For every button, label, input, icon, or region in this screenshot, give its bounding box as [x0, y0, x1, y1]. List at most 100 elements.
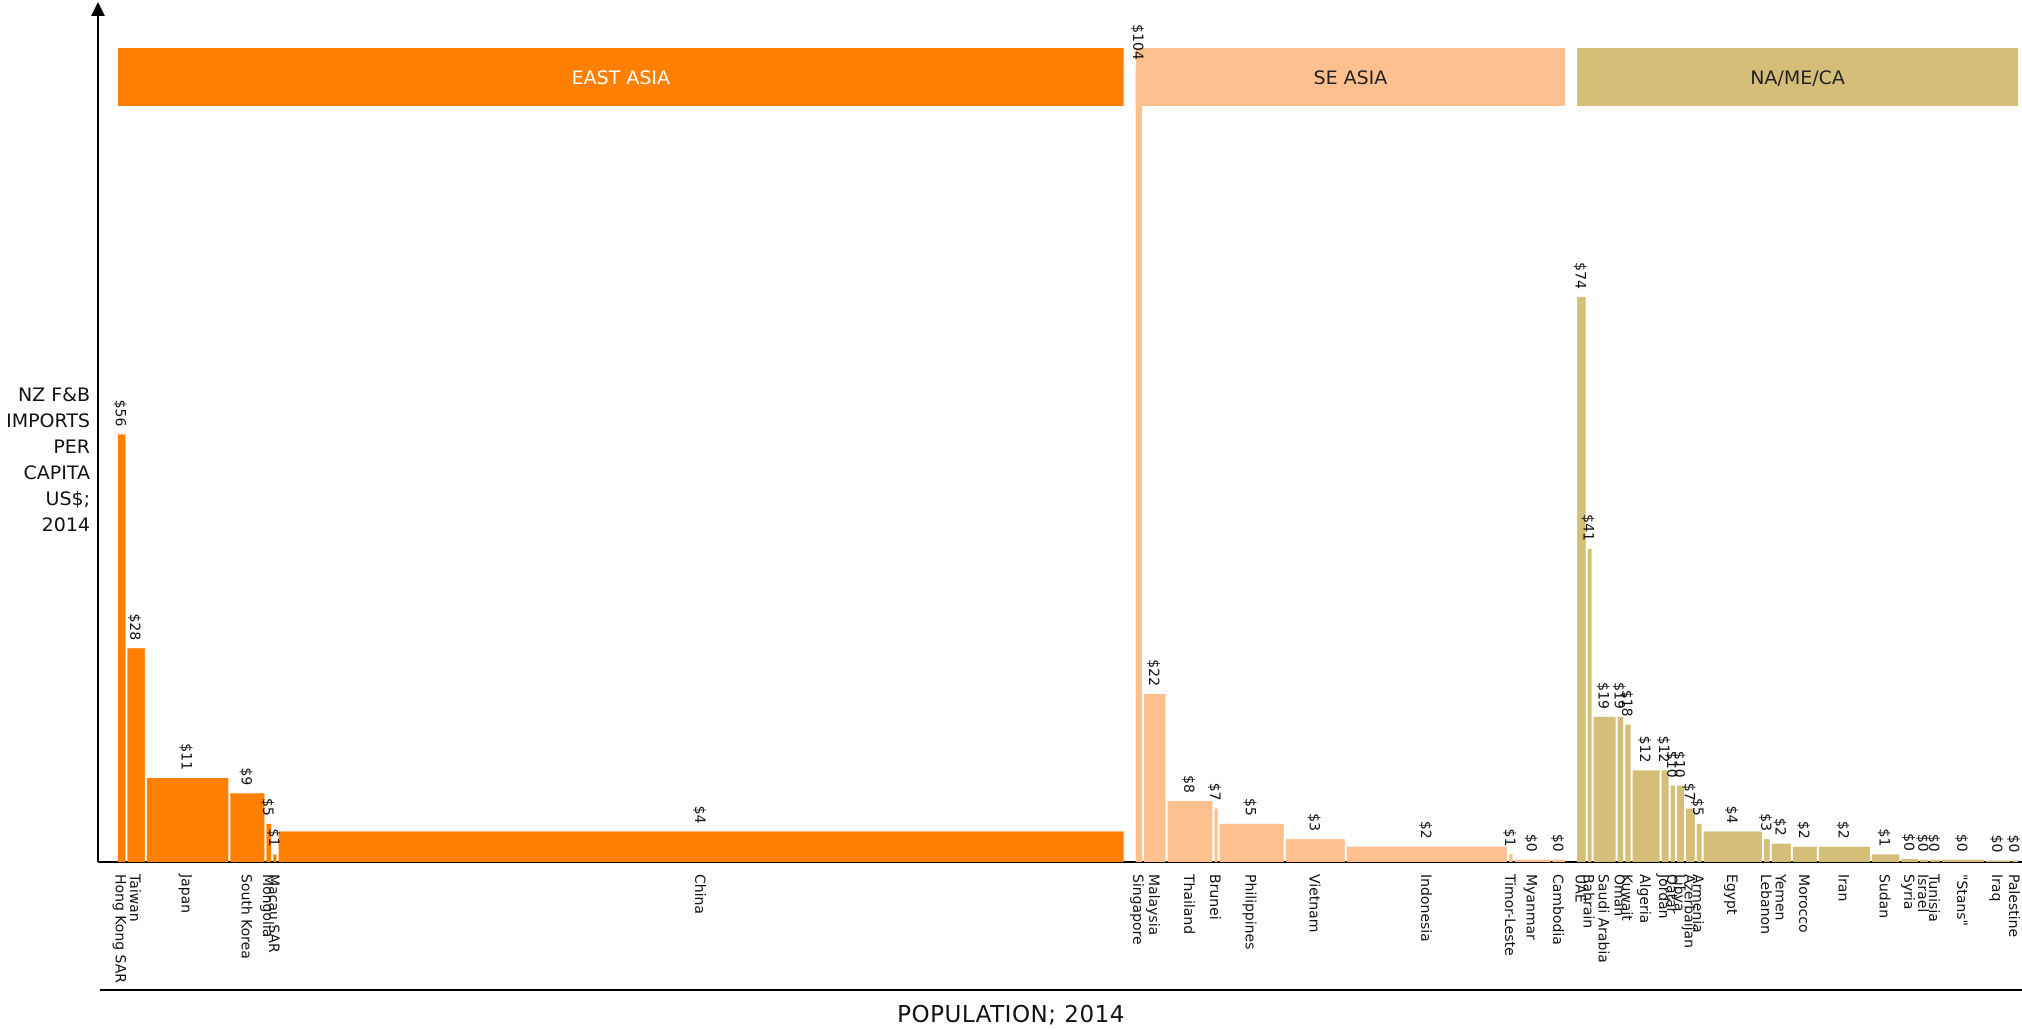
bar [1901, 858, 1919, 862]
country-label: Thailand [1180, 873, 1196, 934]
bar [1167, 800, 1213, 862]
value-labels: $56$28$11$9$5$1$4$104$22$8 $7$5$3 $2 $1 $0 $0… [112, 24, 2021, 852]
country-label: Armenia [1689, 874, 1705, 933]
value-label: $18 [1618, 690, 1634, 717]
bar [1677, 785, 1684, 862]
bar [1670, 785, 1676, 862]
bar [1985, 860, 2011, 862]
value-label: $19 [1610, 682, 1626, 709]
value-label: $0 [1900, 833, 1916, 851]
bar [1818, 846, 1871, 862]
country-label: Hong Kong SAR [112, 874, 128, 983]
country-label: Qatar [1663, 874, 1679, 914]
bar [1685, 808, 1695, 862]
country-label: Tunisia [1925, 873, 1941, 922]
bar [1577, 296, 1586, 862]
bar [118, 434, 126, 862]
value-label: $4 [691, 806, 707, 824]
value-label: $74 [1571, 262, 1587, 289]
region-banners: EAST ASIA SE ASIA NA/ME/CA [118, 48, 2018, 106]
bar [1135, 67, 1143, 862]
value-label: $0 [1953, 834, 1969, 852]
value-label: $5 [1689, 798, 1705, 816]
bar [1941, 859, 1984, 862]
value-label: $0 [2005, 835, 2021, 853]
bar [273, 854, 277, 862]
country-label: Brunei [1206, 874, 1222, 920]
value-label: $2 [1834, 821, 1850, 839]
region-banner [1577, 48, 2018, 106]
country-label: Malaysia [1145, 874, 1161, 935]
bar [266, 823, 272, 862]
country-label: Lebanon [1757, 874, 1773, 934]
value-label: $56 [112, 400, 128, 427]
country-label: China [691, 874, 707, 914]
value-label: $10 [1671, 751, 1687, 778]
country-label: Azerbaijan [1680, 874, 1696, 948]
value-label: $5 [1242, 798, 1258, 816]
region-banner-label: EAST ASIA [572, 67, 670, 89]
country-label: Oman [1610, 874, 1626, 916]
bar [1661, 770, 1669, 862]
y-axis-label-line: IMPORTS [6, 410, 90, 432]
bar [1593, 716, 1616, 862]
country-label: Indonesia [1417, 874, 1433, 942]
country-label: Macau SAR [265, 874, 281, 953]
country-label: Vietnam [1305, 874, 1321, 932]
value-label: $0 [1925, 834, 1941, 852]
y-axis-label: NZ F&B IMPORTS PER CAPITA US$; 2014 [0, 382, 90, 538]
bar [1703, 831, 1762, 862]
bars [118, 67, 2018, 862]
region-banner-label: NA/ME/CA [1750, 67, 1845, 89]
y-axis-label-line: US$; 2014 [41, 488, 90, 536]
value-label: $12 [1655, 736, 1671, 763]
country-label: Japan [178, 873, 194, 913]
y-axis-label-line: PER [53, 436, 90, 458]
value-label: $2 [1795, 821, 1811, 839]
bar [1792, 846, 1817, 862]
value-label: $11 [178, 743, 194, 770]
value-label: $12 [1636, 736, 1652, 763]
country-label: Cambodia [1549, 874, 1565, 945]
bar [1514, 859, 1551, 862]
bar [1219, 823, 1284, 862]
country-label: Yemen [1771, 873, 1787, 920]
bar [1625, 724, 1631, 862]
bar [1632, 770, 1660, 862]
bar [1930, 859, 1940, 862]
bar [1214, 808, 1218, 862]
value-label: $3 [1757, 813, 1773, 831]
country-label: Egypt [1723, 874, 1739, 915]
bar [1587, 548, 1592, 862]
country-label: "Stans" [1953, 874, 1969, 926]
value-label: $4 [1723, 806, 1739, 824]
country-label: UAE [1571, 874, 1587, 903]
country-label: Saudi Arabia [1595, 874, 1611, 963]
value-label: $1 [265, 829, 281, 847]
value-label: $3 [1305, 813, 1321, 831]
country-label: Syria [1900, 874, 1916, 909]
bar [1920, 859, 1929, 862]
country-label: Bahrain [1580, 874, 1596, 928]
value-label: $2 [1417, 821, 1433, 839]
country-label: Israel [1914, 874, 1930, 912]
value-label: $41 [1580, 514, 1596, 541]
country-label: Myanmar [1523, 874, 1539, 940]
country-label: Timor-Leste [1501, 873, 1517, 956]
value-label: $22 [1145, 659, 1161, 686]
region-banner [118, 48, 1124, 106]
value-label: $7 [1680, 783, 1696, 801]
bar [1617, 716, 1624, 862]
value-label: $19 [1595, 682, 1611, 709]
bar [1144, 694, 1166, 862]
country-label: Morocco [1795, 874, 1811, 933]
value-label: $9 [237, 767, 253, 785]
bar [278, 831, 1124, 862]
bar [1771, 843, 1791, 862]
bar [1552, 859, 1566, 862]
value-label: $10 [1663, 751, 1679, 778]
country-label: Palestine [2005, 874, 2021, 937]
country-label: Singapore [1129, 874, 1145, 945]
country-label: Sudan [1876, 874, 1892, 918]
